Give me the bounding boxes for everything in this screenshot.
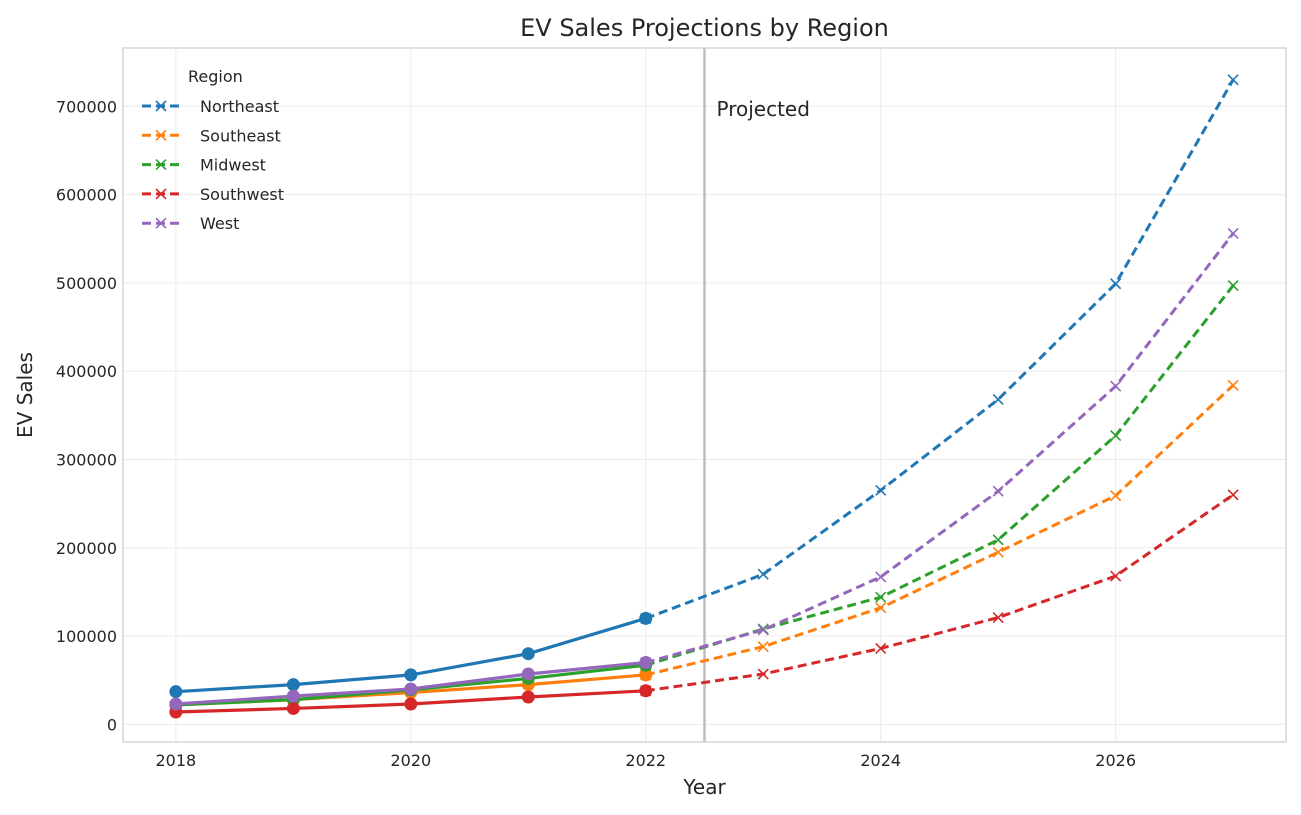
projected-annotation: Projected — [717, 97, 810, 121]
legend-item-southwest: Southwest — [142, 185, 284, 204]
projected-point-midwest — [1227, 279, 1239, 292]
legend-label: Southwest — [200, 185, 284, 204]
legend-label: Southeast — [200, 126, 281, 145]
projected-point-southwest — [992, 611, 1004, 624]
projected-point-southeast — [875, 602, 887, 614]
projected-point-midwest — [875, 591, 887, 603]
legend-label: Midwest — [200, 156, 266, 175]
historical-point-northeast — [404, 668, 418, 682]
y-tick-label: 400000 — [56, 362, 117, 381]
projected-point-west — [875, 571, 887, 583]
legend-marker — [155, 188, 167, 200]
projected-point-northeast — [992, 393, 1004, 405]
projected-point-southwest — [1110, 570, 1122, 582]
projected-line-northeast — [645, 79, 1235, 620]
projected-point-southeast — [1110, 490, 1122, 502]
historical-point-southwest — [404, 697, 418, 711]
legend-label: Northeast — [200, 97, 279, 116]
projected-point-west — [992, 485, 1004, 497]
projected-point-southeast — [1227, 379, 1239, 391]
historical-point-west — [521, 667, 535, 681]
historical-point-southwest — [286, 701, 300, 715]
y-axis-ticks: 0 100000 200000 300000 400000 500000 600000 700… — [56, 97, 117, 734]
projected-point-midwest — [992, 534, 1004, 546]
projected-line-midwest — [645, 284, 1235, 667]
historical-point-southwest — [521, 690, 535, 704]
series-west — [169, 227, 1239, 711]
x-axis-label: Year — [682, 775, 726, 799]
legend-marker — [155, 100, 167, 112]
legend-item-northeast: Northeast — [142, 97, 279, 116]
projected-point-west — [1227, 227, 1239, 239]
legend-marker — [155, 129, 167, 141]
series-southwest — [169, 489, 1239, 719]
historical-point-west — [639, 656, 653, 670]
projected-point-northeast — [875, 484, 887, 496]
projected-point-southwest — [1227, 489, 1239, 501]
legend-item-midwest: Midwest — [142, 156, 266, 175]
projected-point-southeast — [757, 641, 769, 653]
legend-title: Region — [188, 67, 243, 86]
legend: Region Northeast Southeast Midwest Southwes… — [142, 67, 284, 233]
projected-point-northeast — [1227, 74, 1239, 86]
projected-point-northeast — [1110, 278, 1122, 290]
projected-point-midwest — [1110, 430, 1122, 442]
x-tick-label: 2020 — [390, 751, 431, 770]
x-tick-label: 2024 — [860, 751, 901, 770]
historical-point-southeast — [639, 668, 653, 682]
historical-point-west — [404, 682, 418, 696]
projected-point-northeast — [757, 568, 769, 580]
x-tick-label: 2026 — [1095, 751, 1136, 770]
y-tick-label: 300000 — [56, 450, 117, 469]
historical-point-southwest — [639, 684, 653, 698]
series-layer — [169, 74, 1239, 719]
legend-marker — [155, 159, 167, 171]
projected-point-southeast — [992, 546, 1004, 558]
historical-point-west — [169, 697, 183, 711]
projected-line-southwest — [645, 493, 1234, 693]
chart-title: EV Sales Projections by Region — [520, 14, 889, 42]
legend-item-west: West — [142, 214, 239, 233]
plot-frame — [122, 47, 1287, 743]
y-axis-label: EV Sales — [13, 352, 37, 438]
historical-point-northeast — [169, 685, 183, 699]
series-northeast — [169, 74, 1239, 699]
projected-point-west — [757, 624, 769, 636]
legend-label: West — [200, 214, 239, 233]
projected-line-west — [645, 232, 1235, 664]
y-tick-label: 500000 — [56, 274, 117, 293]
y-tick-label: 700000 — [56, 97, 117, 116]
x-tick-label: 2022 — [625, 751, 666, 770]
y-tick-label: 0 — [107, 715, 117, 734]
projected-point-southwest — [875, 642, 887, 654]
projected-point-southwest — [757, 668, 769, 680]
x-tick-label: 2018 — [156, 751, 197, 770]
y-tick-label: 600000 — [56, 186, 117, 205]
historical-point-west — [286, 689, 300, 703]
historical-point-northeast — [521, 647, 535, 661]
legend-item-southeast: Southeast — [142, 126, 281, 145]
historical-point-northeast — [639, 611, 653, 625]
y-tick-label: 100000 — [56, 627, 117, 646]
x-axis-ticks: 2018 2020 2022 2024 2026 — [156, 751, 1137, 770]
historical-point-northeast — [286, 678, 300, 692]
y-tick-label: 200000 — [56, 539, 117, 558]
projected-point-west — [1110, 380, 1122, 392]
projected-line-southeast — [645, 384, 1235, 677]
legend-marker — [155, 217, 167, 229]
